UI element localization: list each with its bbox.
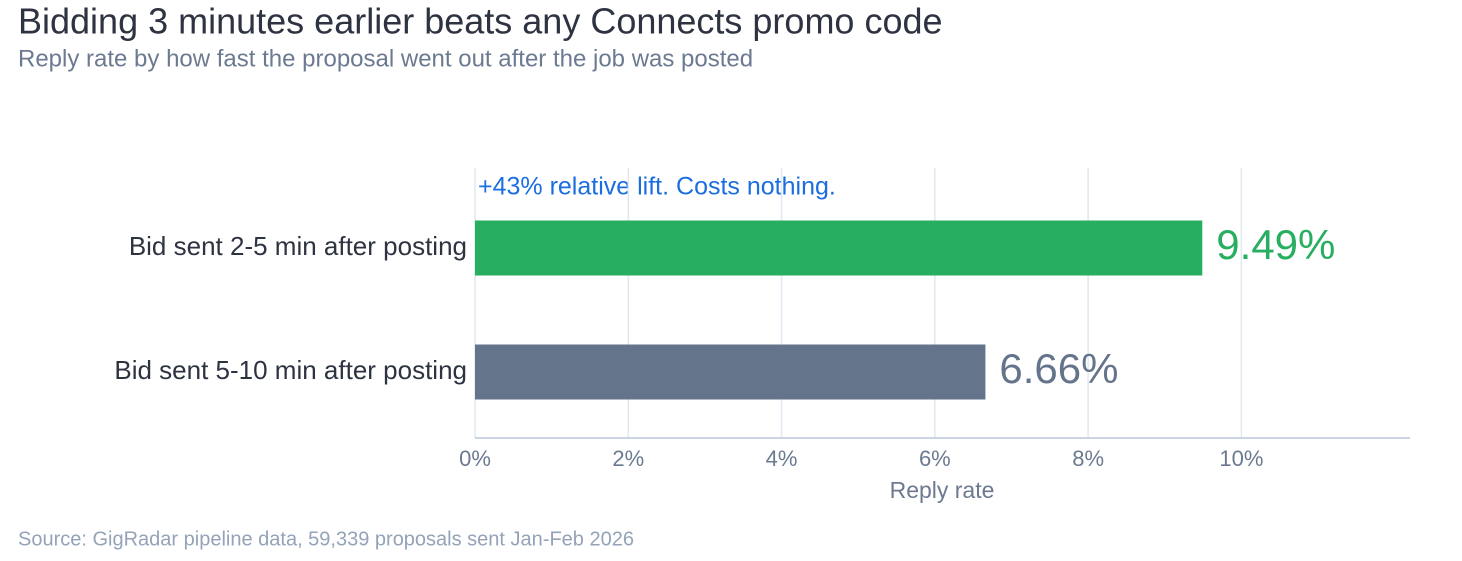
x-tick-label: 4%	[766, 446, 798, 471]
x-tick-label: 2%	[612, 446, 644, 471]
x-tick-label: 10%	[1219, 446, 1263, 471]
annotation: +43% relative lift. Costs nothing.	[478, 173, 836, 201]
x-axis-label: Reply rate	[890, 477, 995, 503]
x-tick-label: 0%	[459, 446, 491, 471]
chart-subtitle: Reply rate by how fast the proposal went…	[18, 45, 753, 72]
category-label: Bid sent 2-5 min after posting	[129, 231, 467, 261]
x-tick-label: 6%	[919, 446, 951, 471]
source-note: Source: GigRadar pipeline data, 59,339 p…	[18, 528, 634, 550]
value-label: 6.66%	[999, 345, 1118, 392]
category-label: Bid sent 5-10 min after posting	[114, 355, 467, 385]
x-tick-label: 8%	[1072, 446, 1104, 471]
chart-title: Bidding 3 minutes earlier beats any Conn…	[18, 1, 943, 42]
bar	[475, 220, 1203, 276]
value-label: 9.49%	[1216, 221, 1335, 268]
bar	[475, 344, 986, 400]
